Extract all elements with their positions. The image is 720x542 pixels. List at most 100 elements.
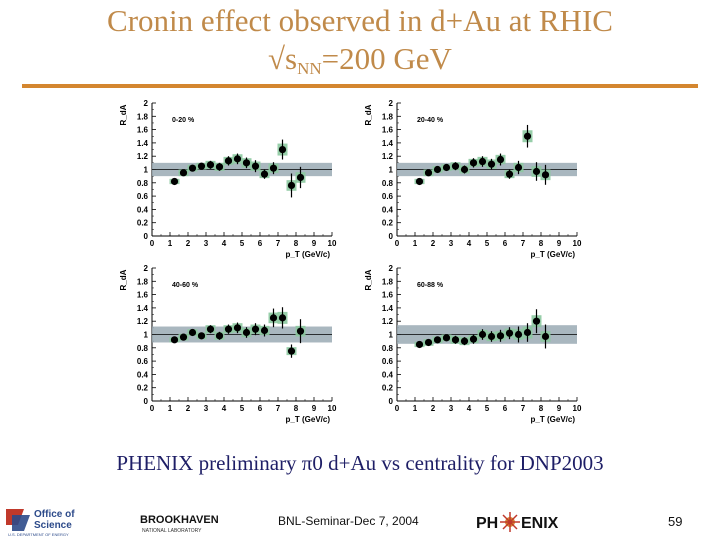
bnl-wordmark: BROOKHAVEN <box>140 514 219 526</box>
y-tick-label: 0 <box>389 397 394 406</box>
x-tick-label: 0 <box>395 404 400 413</box>
y-tick-label: 0.8 <box>382 179 394 188</box>
x-axis-label: p_T (GeV/c) <box>286 415 331 424</box>
x-tick-label: 10 <box>328 239 337 248</box>
data-point <box>514 330 523 339</box>
data-point <box>251 162 260 170</box>
data-point <box>424 338 433 347</box>
data-point <box>433 336 442 344</box>
x-tick-label: 7 <box>276 239 281 248</box>
x-tick-label: 6 <box>503 404 508 413</box>
phenix-left: PH <box>476 515 498 532</box>
data-point <box>215 163 224 171</box>
data-point <box>296 327 305 335</box>
data-point <box>469 159 478 167</box>
x-tick-label: 7 <box>521 404 526 413</box>
y-tick-label: 1 <box>144 331 149 340</box>
data-point <box>496 155 505 164</box>
data-point <box>469 335 478 343</box>
x-tick-label: 5 <box>240 404 245 413</box>
doe-line1: Office of <box>34 509 75 520</box>
data-point <box>460 337 469 345</box>
x-tick-label: 9 <box>312 404 317 413</box>
slide-subtitle: √sNN=200 GeV <box>0 42 720 86</box>
x-tick-label: 2 <box>186 239 191 248</box>
centrality-label: 0-20 % <box>172 117 195 124</box>
y-tick-label: 1.6 <box>382 126 394 135</box>
y-tick-label: 1.4 <box>382 304 394 313</box>
y-tick-label: 0.8 <box>137 179 149 188</box>
data-point <box>242 328 251 337</box>
x-tick-label: 0 <box>150 239 155 248</box>
data-point <box>505 170 514 178</box>
y-tick-label: 1.2 <box>137 152 149 161</box>
x-tick-label: 9 <box>312 239 317 248</box>
data-point <box>487 332 496 341</box>
data-point <box>460 165 469 174</box>
y-axis-label: R_dA <box>364 269 373 290</box>
phenix-right: ENIX <box>521 515 559 532</box>
x-tick-label: 5 <box>485 239 490 248</box>
chart-panel-2: 0 0.2 0.4 0.6 0.8 1 1.2 1.4 1.6 1.8 2 0 1 2 3 4 5 6 7 8 9 10 p… <box>364 99 582 259</box>
y-tick-label: 0.4 <box>382 205 394 214</box>
y-tick-label: 0 <box>144 397 149 406</box>
data-point <box>197 332 206 340</box>
x-tick-label: 2 <box>431 239 436 248</box>
data-point <box>496 332 505 340</box>
y-tick-label: 1.8 <box>137 277 149 286</box>
data-point <box>233 155 242 163</box>
data-point <box>442 163 451 172</box>
x-tick-label: 4 <box>222 239 227 248</box>
x-tick-label: 0 <box>150 404 155 413</box>
y-tick-label: 0.2 <box>382 384 394 393</box>
data-point <box>532 317 541 325</box>
x-tick-label: 7 <box>276 404 281 413</box>
data-point <box>224 325 233 333</box>
doe-line2: Science <box>34 520 72 531</box>
x-tick-label: 9 <box>557 404 562 413</box>
y-tick-label: 1.2 <box>137 317 149 326</box>
y-tick-label: 0.4 <box>137 205 149 214</box>
y-tick-label: 1.4 <box>382 139 394 148</box>
data-point <box>287 181 296 190</box>
x-tick-label: 2 <box>431 404 436 413</box>
x-tick-label: 3 <box>449 239 454 248</box>
y-axis-label: R_dA <box>119 269 128 290</box>
data-point <box>514 163 523 172</box>
data-point <box>206 161 215 169</box>
data-point <box>206 325 215 333</box>
y-tick-label: 2 <box>389 99 394 108</box>
brookhaven-logo: BROOKHAVEN NATIONAL LABORATORY <box>140 512 230 536</box>
x-tick-label: 1 <box>168 404 173 413</box>
y-tick-label: 1 <box>144 166 149 175</box>
x-tick-label: 4 <box>467 239 472 248</box>
x-axis-label: p_T (GeV/c) <box>286 250 331 259</box>
data-point <box>233 324 242 332</box>
data-point <box>442 334 451 342</box>
data-point <box>523 328 532 337</box>
y-tick-label: 1.4 <box>137 139 149 148</box>
doe-line3: U.S. DEPARTMENT OF ENERGY <box>8 532 69 537</box>
x-tick-label: 5 <box>485 404 490 413</box>
slide-caption: PHENIX preliminary π0 d+Au vs centrality… <box>116 451 604 475</box>
y-tick-label: 0.4 <box>382 370 394 379</box>
data-point <box>287 347 296 355</box>
y-tick-label: 0 <box>144 232 149 241</box>
data-point <box>478 157 487 166</box>
data-point <box>224 157 233 165</box>
x-tick-label: 4 <box>222 404 227 413</box>
y-tick-label: 1.8 <box>137 112 149 121</box>
x-tick-label: 3 <box>204 239 209 248</box>
x-tick-label: 6 <box>258 404 263 413</box>
x-tick-label: 6 <box>503 239 508 248</box>
centrality-label: 40-60 % <box>172 282 199 289</box>
data-point <box>541 171 550 179</box>
data-point <box>269 164 278 172</box>
data-point <box>415 340 424 349</box>
y-tick-label: 0.2 <box>137 384 149 393</box>
y-tick-label: 1.2 <box>382 317 394 326</box>
data-point <box>179 333 188 341</box>
data-point <box>188 164 197 172</box>
x-axis-label: p_T (GeV/c) <box>531 415 576 424</box>
